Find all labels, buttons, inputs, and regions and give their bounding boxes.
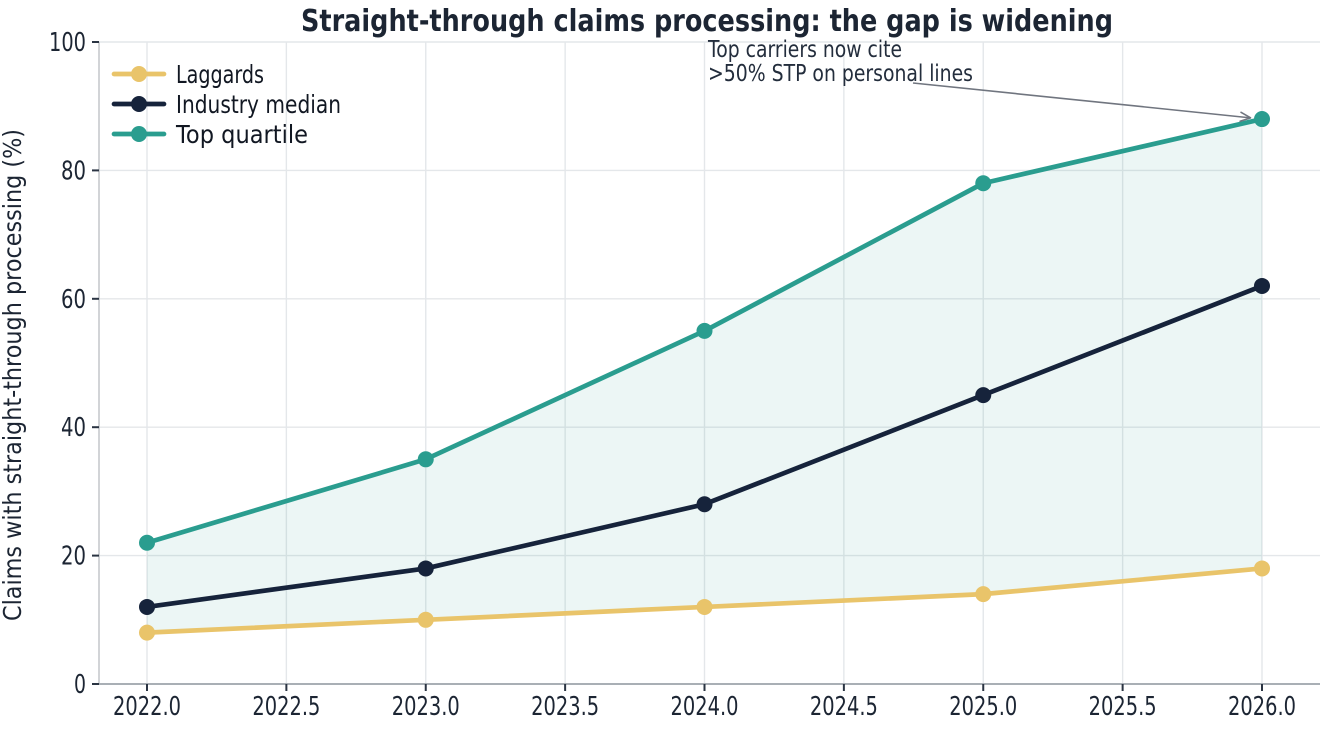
x-tick-label: 2023.0 (392, 692, 460, 722)
data-point-industry-median-2024 (696, 496, 713, 513)
y-tick-label: 100 (49, 28, 86, 58)
data-point-laggards-2024 (696, 598, 713, 615)
tick-labels: 2022.0 2022.5 2023.0 2023.5 2024.0 2024.5 2025… (49, 28, 1296, 722)
legend-swatch-marker-laggards (131, 66, 147, 82)
data-point-top-quartile-2025 (975, 175, 992, 192)
y-tick-label: 60 (61, 285, 86, 315)
annotation-line-2: >50% STP on personal lines (708, 61, 973, 87)
axes (92, 41, 1320, 691)
data-point-industry-median-2022 (139, 598, 155, 615)
annotation-arrow (912, 82, 1252, 123)
y-tick-label: 40 (61, 413, 86, 443)
x-tick-label: 2024.5 (810, 692, 878, 722)
annotation-line-1: Top carriers now cite (707, 37, 902, 63)
data-point-laggards-2026 (1254, 560, 1270, 577)
data-point-industry-median-2025 (975, 387, 992, 404)
arrow-head (1239, 111, 1252, 123)
legend-label-top-quartile: Top quartile (175, 120, 308, 149)
data-point-industry-median-2026 (1254, 277, 1270, 294)
chart-title: Straight-through claims processing: the … (301, 4, 1113, 39)
x-tick-label: 2024.0 (671, 692, 739, 722)
data-point-top-quartile-2026 (1254, 111, 1270, 128)
gap-fill-area (147, 119, 1262, 633)
gridlines (99, 41, 1320, 685)
x-tick-label: 2026.0 (1228, 692, 1296, 722)
gap-fill (147, 119, 1262, 633)
data-point-laggards-2023 (417, 611, 434, 628)
legend-swatch-marker-top-quartile (131, 126, 147, 142)
data-point-industry-median-2023 (417, 560, 434, 577)
x-tick-label: 2022.5 (252, 692, 320, 722)
y-axis-label: Claims with straight-through processing … (0, 129, 27, 621)
x-tick-label: 2022.0 (113, 692, 181, 722)
data-point-laggards-2022 (139, 624, 155, 641)
data-point-laggards-2025 (975, 586, 992, 603)
data-point-top-quartile-2024 (696, 322, 713, 339)
x-tick-label: 2023.5 (531, 692, 599, 722)
arrow-shaft (912, 82, 1251, 119)
y-tick-label: 20 (61, 542, 86, 572)
y-tick-label: 80 (61, 156, 86, 186)
x-tick-label: 2025.0 (949, 692, 1017, 722)
annotation: Top carriers now cite >50% STP on person… (707, 37, 1252, 123)
legend-label-laggards: Laggards (176, 60, 264, 89)
legend-swatch-marker-industry-median (131, 96, 147, 112)
data-point-top-quartile-2023 (417, 451, 434, 468)
y-tick-label: 0 (74, 670, 86, 700)
series-lines (139, 111, 1270, 641)
legend-label-industry-median: Industry median (176, 90, 341, 119)
data-point-top-quartile-2022 (139, 534, 155, 551)
x-tick-label: 2025.5 (1089, 692, 1157, 722)
